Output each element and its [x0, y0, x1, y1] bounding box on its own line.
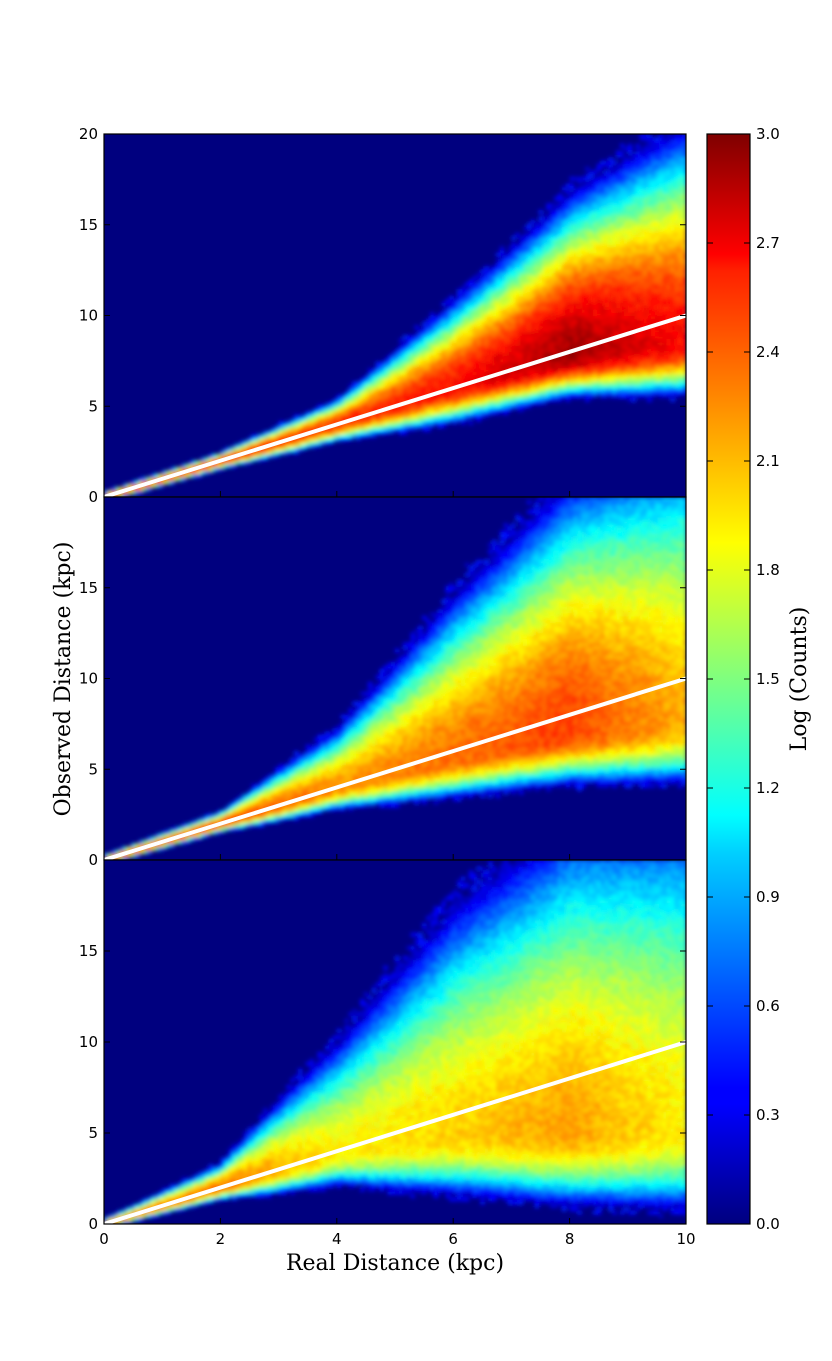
reference-line [104, 1040, 686, 1224]
y-tick-label: 15 [79, 216, 98, 234]
x-axis-label: Real Distance (kpc) [286, 1251, 504, 1276]
colorbar-tick-label: 3.0 [756, 125, 780, 143]
colorbar-tick-label: 0.0 [756, 1215, 780, 1233]
colorbar-tick-label: 0.9 [756, 888, 780, 906]
x-axis: 0 2 4 6 8 10 [99, 491, 696, 1248]
colorbar-tick-label: 1.2 [756, 779, 780, 797]
colorbar-gradient [707, 134, 750, 1224]
x-tick-label: 8 [565, 1230, 575, 1248]
colorbar-tick-label: 0.6 [756, 997, 780, 1015]
density-cells [104, 134, 686, 497]
y-tick-label: 15 [79, 579, 98, 597]
colorbar-label: Log (Counts) [787, 607, 812, 752]
y-tick-label: 10 [79, 1033, 98, 1051]
x-tick-label: 0 [99, 1230, 109, 1248]
colorbar-tick-label: 2.1 [756, 452, 780, 470]
y-tick-label: 5 [88, 1124, 98, 1142]
y-tick-label: 0 [88, 1215, 98, 1233]
y-tick-label: 0 [88, 851, 98, 869]
heatmap-panel-2: 0 5 10 15 [79, 496, 687, 869]
colorbar-tick-label: 1.8 [756, 561, 780, 579]
x-tick-label: 6 [448, 1230, 458, 1248]
colorbar-tick-label: 0.3 [756, 1106, 780, 1124]
colorbar: 0.0 0.3 0.6 0.9 1.2 1.5 1.8 2.1 2.4 2.7 3.0 [706, 125, 780, 1233]
colorbar-tick-label: 2.7 [756, 234, 780, 252]
y-tick-label: 10 [79, 307, 98, 325]
colorbar-tick-label: 2.4 [756, 343, 780, 361]
heatmap-panel-3: 0 5 10 15 [79, 859, 687, 1233]
y-tick-label: 10 [79, 670, 98, 688]
x-tick-label: 2 [216, 1230, 226, 1248]
heatmap-panel-1: 0 5 10 15 20 [79, 125, 687, 506]
reference-line [104, 676, 686, 860]
colorbar-tick-label: 1.5 [756, 670, 780, 688]
y-tick-label: 5 [88, 397, 98, 415]
x-tick-label: 4 [332, 1230, 342, 1248]
y-tick-label: 5 [88, 760, 98, 778]
reference-line [104, 313, 686, 497]
x-tick-label: 10 [676, 1230, 695, 1248]
y-tick-label: 0 [88, 488, 98, 506]
heatmap-panels: 0 5 10 15 20 0 5 10 15 0 5 10 15 [79, 125, 687, 1233]
y-tick-label: 15 [79, 942, 98, 960]
y-axis-label: Observed Distance (kpc) [51, 542, 76, 817]
y-tick-label: 20 [79, 125, 98, 143]
